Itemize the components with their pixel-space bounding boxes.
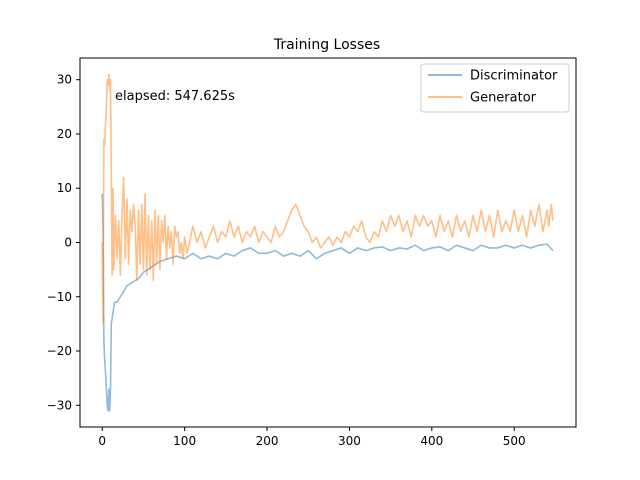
legend-label-discriminator: Discriminator [470, 69, 558, 84]
x-axis: 0 100 200 300 400 500 [98, 427, 526, 448]
series-line-discriminator [101, 193, 554, 412]
y-axis: −30 −20 −10 0 10 20 30 [47, 73, 80, 412]
y-tick-label: −10 [47, 290, 72, 304]
y-tick-label: 0 [64, 236, 72, 250]
y-tick-label: −20 [47, 344, 72, 358]
x-tick-label: 500 [503, 434, 526, 448]
x-tick-label: 0 [98, 434, 106, 448]
elapsed-annotation: elapsed: 547.625s [115, 89, 235, 104]
y-tick-label: 20 [57, 127, 72, 141]
legend: Discriminator Generator [420, 63, 570, 113]
y-tick-label: −30 [47, 398, 72, 412]
x-tick-label: 300 [338, 434, 361, 448]
legend-label-generator: Generator [470, 91, 537, 106]
y-tick-label: 10 [57, 181, 72, 195]
series-line-generator [101, 73, 554, 325]
series-lines [101, 73, 554, 412]
chart-title: Training Losses [273, 37, 380, 53]
x-tick-label: 100 [173, 434, 196, 448]
x-tick-label: 400 [420, 434, 443, 448]
y-tick-label: 30 [57, 73, 72, 87]
x-tick-label: 200 [256, 434, 279, 448]
